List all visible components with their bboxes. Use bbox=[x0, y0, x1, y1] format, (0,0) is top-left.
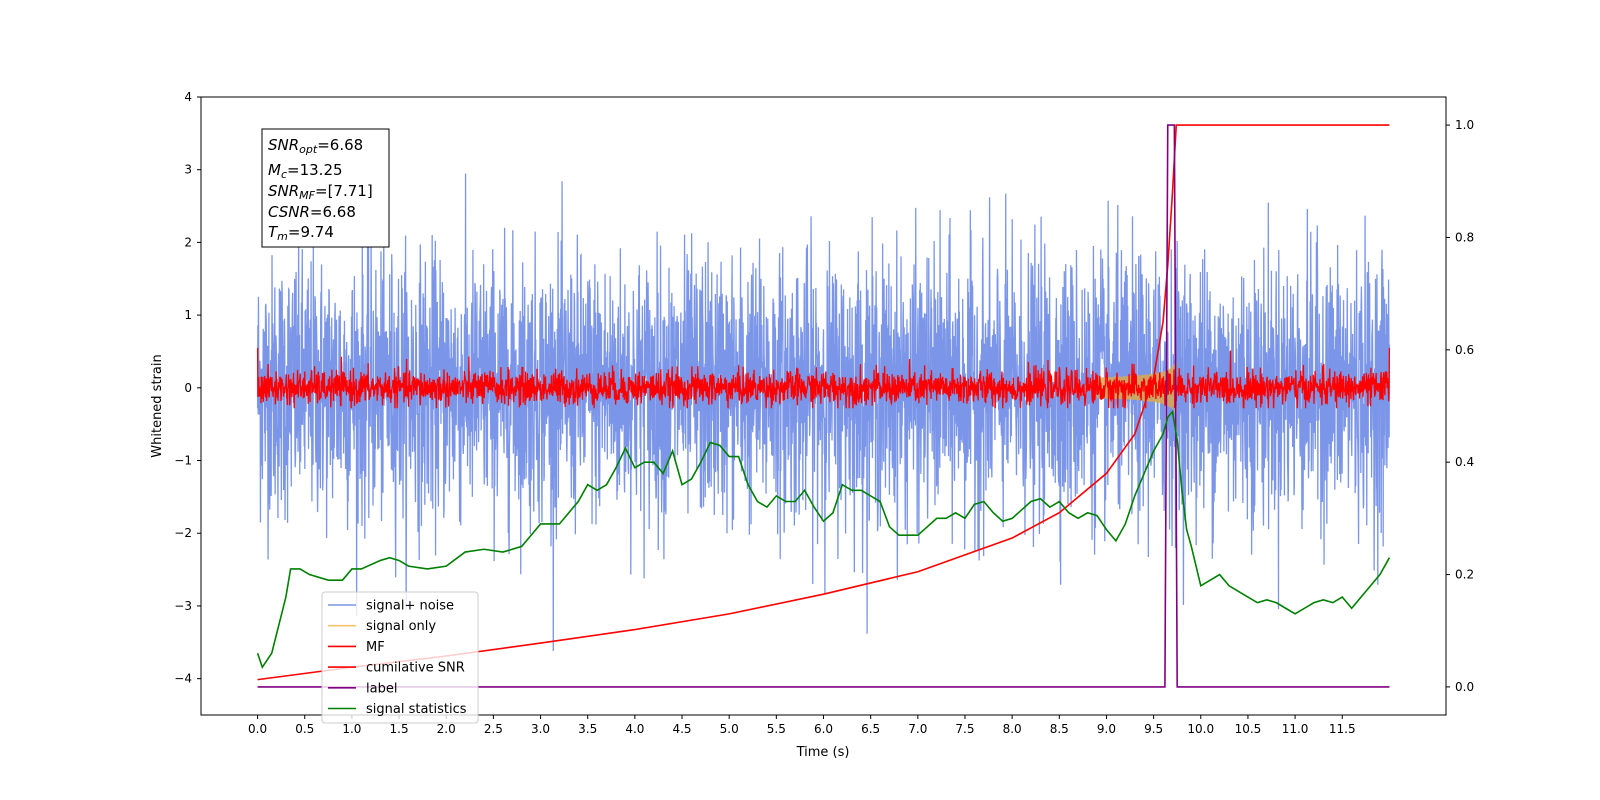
signal-statistics-line bbox=[256, 409, 1391, 670]
mf-series bbox=[256, 347, 1391, 409]
x-tick-label: 7.5 bbox=[955, 722, 974, 736]
y2-tick-label: 0.6 bbox=[1455, 343, 1474, 357]
y-tick-label: 2 bbox=[184, 235, 192, 249]
y-tick-label: 1 bbox=[184, 308, 192, 322]
legend: signal+ noise signal only MF cumilative SNR… bbox=[321, 591, 479, 724]
legend-label: MF bbox=[366, 640, 385, 655]
y-tick-label: −4 bbox=[174, 672, 192, 686]
x-tick-label: 10.0 bbox=[1187, 722, 1214, 736]
x-axis-ticks: 0.0 0.5 1.0 1.5 2.0 2.5 3.0 3.5 4.0 4.5 5.0 5.5 6.0 6… bbox=[248, 715, 1356, 736]
x-tick-label: 10.5 bbox=[1235, 722, 1262, 736]
x-tick-label: 11.5 bbox=[1329, 722, 1356, 736]
x-tick-label: 2.5 bbox=[484, 722, 503, 736]
legend-label: signal statistics bbox=[366, 702, 467, 717]
x-tick-label: 8.5 bbox=[1050, 722, 1069, 736]
legend-label: label bbox=[366, 681, 397, 696]
x-tick-label: 4.5 bbox=[672, 722, 691, 736]
x-tick-label: 5.0 bbox=[720, 722, 739, 736]
y2-tick-label: 0.2 bbox=[1455, 568, 1474, 582]
x-tick-label: 1.5 bbox=[390, 722, 409, 736]
x-tick-label: 5.5 bbox=[767, 722, 786, 736]
x-tick-label: 6.5 bbox=[861, 722, 880, 736]
y-axis-label: Whitened strain bbox=[150, 354, 165, 457]
info-snr-opt: SNRopt=6.68 bbox=[268, 136, 363, 156]
info-snr-mf: SNRMF=[7.71] bbox=[268, 182, 373, 202]
legend-label: cumilative SNR bbox=[366, 661, 465, 676]
y2-axis-ticks: 1.0 0.8 0.6 0.4 0.2 0.0 bbox=[1446, 118, 1474, 694]
right-axis-series bbox=[256, 124, 1391, 688]
x-tick-label: 9.5 bbox=[1144, 722, 1163, 736]
label-line bbox=[257, 124, 1390, 688]
x-tick-label: 3.0 bbox=[531, 722, 550, 736]
x-tick-label: 3.5 bbox=[578, 722, 597, 736]
signal-noise-series bbox=[256, 173, 1391, 651]
y-axis-ticks: 4 3 2 1 0 −1 −2 −3 −4 bbox=[174, 90, 201, 686]
signal-noise-line bbox=[256, 173, 1391, 651]
legend-label: signal+ noise bbox=[366, 599, 454, 614]
y2-tick-label: 0.8 bbox=[1455, 230, 1474, 244]
y2-tick-label: 1.0 bbox=[1455, 118, 1474, 132]
info-box: SNRopt=6.68 Mc=13.25 SNRMF=[7.71] CSNR=6… bbox=[261, 128, 390, 248]
y-tick-label: 3 bbox=[184, 163, 192, 177]
y2-tick-label: 0.0 bbox=[1455, 680, 1474, 694]
x-tick-label: 0.0 bbox=[248, 722, 267, 736]
x-tick-label: 2.0 bbox=[437, 722, 456, 736]
y-tick-label: 4 bbox=[184, 90, 192, 104]
x-tick-label: 11.0 bbox=[1282, 722, 1309, 736]
x-tick-label: 9.0 bbox=[1097, 722, 1116, 736]
x-tick-label: 6.0 bbox=[814, 722, 833, 736]
info-tm: Tm=9.74 bbox=[268, 223, 334, 243]
mf-line bbox=[256, 347, 1391, 409]
y2-tick-label: 0.4 bbox=[1455, 455, 1474, 469]
y-tick-label: −2 bbox=[174, 526, 192, 540]
x-tick-label: 8.0 bbox=[1003, 722, 1022, 736]
y-tick-label: −1 bbox=[174, 454, 192, 468]
x-tick-label: 4.0 bbox=[625, 722, 644, 736]
y-tick-label: −3 bbox=[174, 599, 192, 613]
x-tick-label: 1.0 bbox=[342, 722, 361, 736]
x-tick-label: 0.5 bbox=[295, 722, 314, 736]
info-csnr: CSNR=6.68 bbox=[268, 203, 356, 221]
y-tick-label: 0 bbox=[184, 381, 192, 395]
legend-label: signal only bbox=[366, 619, 436, 634]
x-tick-label: 7.0 bbox=[908, 722, 927, 736]
x-axis-label: Time (s) bbox=[796, 745, 850, 760]
cumilative-snr-line bbox=[257, 124, 1390, 681]
info-mc: Mc=13.25 bbox=[268, 161, 343, 181]
